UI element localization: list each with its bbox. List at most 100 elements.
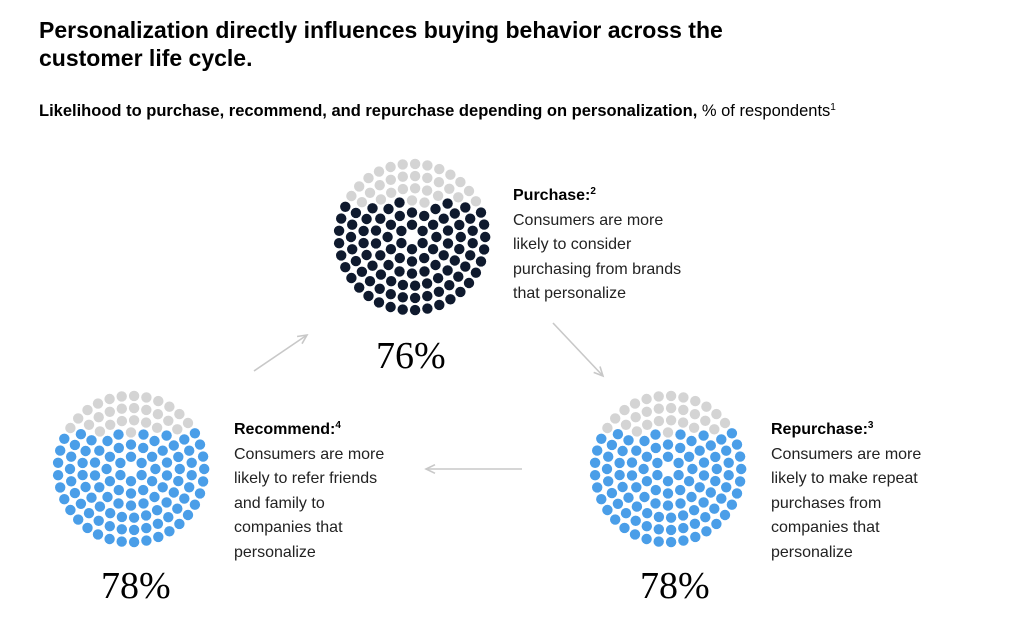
recommend-filled-dot — [197, 451, 209, 462]
repurchase-filled-dot — [617, 481, 628, 493]
repurchase-filled-dot — [641, 533, 652, 545]
repurchase-filled-dot — [719, 509, 731, 521]
recommend-filled-dot — [161, 457, 173, 468]
recommend-filled-dot — [174, 518, 185, 530]
repurchase-filled-dot — [641, 451, 653, 462]
recommend-filled-dot — [73, 514, 84, 525]
repurchase-empty-dot — [711, 408, 722, 420]
purchase-empty-dot — [453, 192, 464, 203]
recommend-filled-dot — [128, 536, 140, 548]
purchase-empty-dot — [470, 196, 482, 207]
recommend-filled-dot — [173, 475, 184, 487]
purchase-filled-dot — [438, 250, 449, 261]
recommend-filled-dot — [125, 500, 137, 511]
repurchase-filled-dot — [734, 451, 746, 462]
purchase-description: Consumers are more likely to consider pu… — [513, 211, 682, 303]
repurchase-filled-dot — [589, 470, 601, 481]
recommend-filled-dot — [77, 469, 88, 481]
recommend-filled-dot — [101, 463, 112, 475]
repurchase-empty-dot — [641, 406, 652, 417]
purchase-empty-dot — [455, 176, 466, 188]
repurchase-empty-dot — [678, 392, 689, 403]
repurchase-filled-dot — [705, 487, 716, 498]
recommend-filled-dot — [116, 536, 127, 547]
recommend-filled-dot — [138, 429, 149, 440]
repurchase-empty-dot — [653, 391, 664, 402]
purchase-filled-dot — [346, 272, 357, 284]
repurchase-filled-dot — [723, 457, 734, 468]
recommend-filled-dot — [113, 442, 125, 454]
purchase-empty-dot — [356, 197, 368, 208]
recommend-filled-dot — [116, 524, 128, 535]
recommend-filled-dot — [138, 484, 149, 496]
purchase-empty-dot — [445, 169, 456, 180]
recommend-empty-dot — [164, 401, 175, 412]
purchase-filled-dot — [453, 271, 464, 282]
purchase-filled-dot — [333, 238, 345, 249]
repurchase-empty-dot — [641, 393, 652, 405]
repurchase-filled-dot — [653, 511, 665, 523]
purchase-empty-dot — [397, 159, 408, 170]
repurchase-filled-dot — [603, 476, 614, 487]
repurchase-filled-dot — [606, 487, 618, 499]
repurchase-filled-dot — [620, 508, 632, 519]
repurchase-empty-dot — [688, 422, 700, 433]
recommend-empty-dot — [153, 395, 164, 407]
repurchase-empty-dot — [620, 419, 632, 430]
purchase-filled-dot — [385, 289, 396, 300]
subtitle-unit: % of respondents — [697, 102, 831, 120]
repurchase-filled-dot — [721, 482, 732, 493]
repurchase-filled-dot — [688, 505, 700, 516]
purchase-filled-dot — [370, 225, 382, 236]
recommend-filled-dot — [149, 491, 160, 503]
recommend-filled-dot — [80, 445, 91, 457]
repurchase-filled-dot — [711, 518, 722, 530]
repurchase-empty-dot — [619, 404, 630, 416]
recommend-empty-dot — [116, 391, 127, 402]
arrow-purchase-to-repurchase — [552, 322, 605, 378]
purchase-empty-dot — [434, 163, 445, 175]
subtitle-footnote: 1 — [830, 102, 836, 113]
repurchase-empty-dot — [719, 417, 731, 429]
purchase-filled-dot — [449, 208, 460, 219]
recommend-empty-dot — [128, 402, 140, 414]
purchase-filled-dot — [433, 286, 445, 297]
subtitle-bold: Likelihood to purchase, recommend, and r… — [39, 102, 698, 120]
purchase-empty-dot — [375, 194, 387, 205]
purchase-filled-dot — [394, 266, 405, 277]
recommend-filled-dot — [89, 457, 101, 468]
repurchase-filled-dot — [683, 476, 695, 487]
recommend-filled-dot — [136, 457, 147, 469]
recommend-filled-dot — [125, 451, 137, 462]
purchase-empty-dot — [432, 190, 444, 201]
recommend-filled-dot — [69, 487, 81, 499]
recommend-filled-dot — [197, 476, 209, 487]
recommend-filled-dot — [157, 445, 168, 456]
recommend-empty-dot — [128, 390, 140, 402]
recommend-dot-circle — [52, 390, 210, 548]
repurchase-filled-dot — [642, 508, 653, 519]
repurchase-filled-dot — [698, 430, 709, 441]
recommend-empty-dot — [73, 413, 84, 424]
recommend-filled-dot — [69, 439, 81, 451]
recommend-filled-dot — [105, 508, 116, 519]
purchase-filled-dot — [430, 259, 441, 271]
repurchase-empty-dot — [677, 417, 689, 428]
recommend-filled-dot — [104, 533, 115, 545]
repurchase-empty-dot — [701, 401, 712, 412]
repurchase-filled-dot — [592, 482, 603, 493]
purchase-filled-dot — [470, 267, 482, 278]
repurchase-filled-dot — [716, 434, 727, 445]
purchase-filled-dot — [336, 213, 347, 224]
arrow-recommend-to-purchase — [253, 333, 309, 372]
repurchase-filled-dot — [734, 476, 746, 487]
repurchase-empty-dot — [665, 390, 677, 402]
repurchase-filled-dot — [701, 526, 712, 537]
repurchase-filled-dot — [711, 463, 722, 475]
repurchase-filled-dot — [698, 497, 709, 508]
recommend-filled-dot — [184, 445, 195, 456]
recommend-filled-dot — [146, 476, 158, 487]
recommend-filled-dot — [86, 435, 97, 446]
purchase-filled-dot — [385, 219, 397, 230]
recommend-empty-dot — [93, 412, 104, 423]
